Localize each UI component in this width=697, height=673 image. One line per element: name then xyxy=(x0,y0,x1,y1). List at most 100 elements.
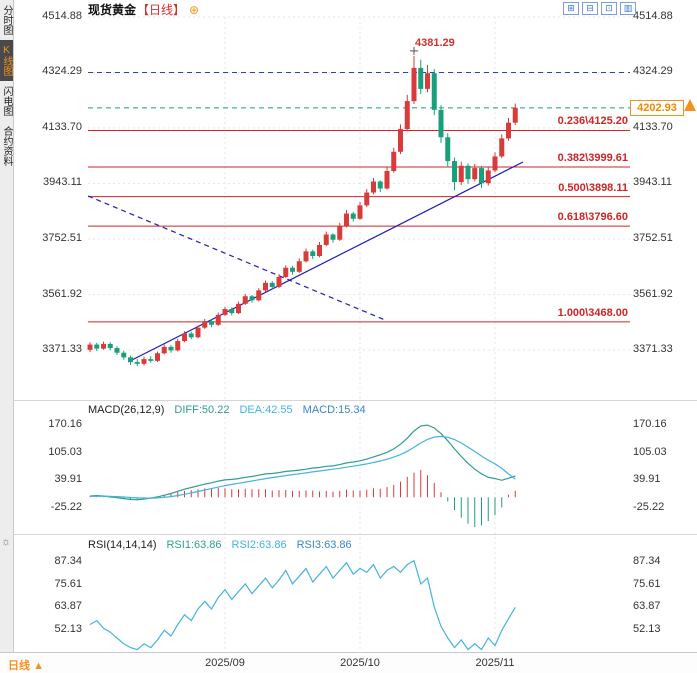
candle xyxy=(209,321,214,325)
macd-axis-label-left: 105.03 xyxy=(48,445,82,458)
chart-title: 现货黄金 【日线】 ⊕ xyxy=(88,1,199,18)
macd-header: MACD(26,12,9) DIFF:50.22 DEA:42.55 MACD:… xyxy=(88,404,366,416)
candle xyxy=(479,168,484,184)
macd-macd-value: MACD:15.34 xyxy=(302,404,366,416)
settings-icon[interactable]: ☼ xyxy=(1,536,12,548)
period-selector[interactable]: 日线 ▲ xyxy=(8,657,44,673)
x-axis-month-label: 2025/09 xyxy=(205,657,245,669)
candle xyxy=(512,107,518,123)
candle xyxy=(431,73,437,110)
candle xyxy=(411,67,417,102)
rsi-axis-label-left: 52.13 xyxy=(54,623,82,635)
macd-title: MACD(26,12,9) xyxy=(88,404,165,416)
candle xyxy=(296,261,302,272)
candle xyxy=(445,137,451,162)
candle xyxy=(175,341,181,351)
symbol-name: 现货黄金 xyxy=(88,3,137,17)
price-axis-label-right: 3943.11 xyxy=(633,176,672,189)
macd-axis-label-right: 105.03 xyxy=(633,445,667,458)
rsi-axis-label-right: 87.34 xyxy=(633,555,661,567)
candle xyxy=(310,251,316,257)
sidebar-tab-kline-chart[interactable]: K线图 xyxy=(0,40,13,81)
candle xyxy=(344,213,349,227)
candle xyxy=(148,359,154,361)
fib-level-label: 0.618\3796.60 xyxy=(557,211,628,224)
price-axis-label-right: 4133.70 xyxy=(633,120,673,133)
price-axis-label-left: 4133.70 xyxy=(42,120,82,133)
x-axis-month-label: 2025/11 xyxy=(475,657,515,669)
candle xyxy=(94,344,100,349)
rsi1-value: RSI1:63.86 xyxy=(166,539,222,551)
candle xyxy=(485,170,491,184)
candle xyxy=(249,296,255,301)
candle xyxy=(229,309,235,314)
rsi3-value: RSI3:63.86 xyxy=(296,539,352,551)
jump-to-latest-arrow[interactable] xyxy=(684,99,696,111)
fib-level-label: 1.000\3468.00 xyxy=(557,306,628,319)
sidebar-tab-flash-chart[interactable]: 闪电图 xyxy=(1,86,12,116)
rsi-axis-label-left: 87.34 xyxy=(54,555,82,567)
candle xyxy=(377,181,383,189)
layout-split-icon[interactable]: ⊟ xyxy=(582,2,598,15)
candle xyxy=(161,346,167,354)
candle xyxy=(269,282,275,287)
price-axis-label-right: 3371.33 xyxy=(633,343,673,355)
rsi-header: RSI(14,14,14) RSI1:63.86 RSI2:63.86 RSI3… xyxy=(88,539,352,551)
layout-toolbar: ⊞ ⊟ ⊡ ▥ xyxy=(563,2,636,15)
candle xyxy=(303,251,309,262)
rsi-title: RSI(14,14,14) xyxy=(88,539,157,551)
candle xyxy=(438,109,444,138)
candle xyxy=(114,348,120,353)
candle xyxy=(350,213,356,219)
candle xyxy=(134,362,140,364)
rsi-axis-label-right: 75.61 xyxy=(633,577,661,590)
price-axis-label-right: 3752.51 xyxy=(633,232,673,244)
candle xyxy=(215,314,221,325)
candle xyxy=(87,344,93,350)
sidebar-tab-time-chart[interactable]: 分时图 xyxy=(1,5,12,35)
layout-columns-icon[interactable]: ▥ xyxy=(620,2,636,15)
x-axis-month-label: 2025/10 xyxy=(340,657,380,669)
macd-axis-label-right: 39.91 xyxy=(633,473,661,486)
candle xyxy=(465,165,471,180)
price-axis-label-right: 4514.88 xyxy=(633,10,673,22)
layout-grid-icon[interactable]: ⊞ xyxy=(563,2,579,15)
candle xyxy=(323,234,329,245)
macd-diff-value: DIFF:50.22 xyxy=(174,404,230,416)
macd-axis-label-left: 170.16 xyxy=(48,418,82,430)
layout-single-icon[interactable]: ⊡ xyxy=(601,2,617,15)
candle xyxy=(141,359,147,364)
candle xyxy=(182,333,187,342)
price-axis-label-left: 3371.33 xyxy=(42,343,82,355)
fib-level-label: 0.500\3898.11 xyxy=(558,181,628,194)
candle xyxy=(121,352,127,358)
candle xyxy=(425,73,430,89)
rsi2-value: RSI2:63.86 xyxy=(231,539,287,551)
price-axis-label-left: 4324.29 xyxy=(42,65,82,78)
candle xyxy=(384,171,390,189)
price-axis-label-right: 3561.92 xyxy=(633,287,673,300)
macd-axis-label-left: 39.91 xyxy=(54,473,82,486)
macd-dea-value: DEA:42.55 xyxy=(239,404,293,416)
rsi-axis-label-left: 75.61 xyxy=(54,577,82,590)
macd-axis-label-right: -25.22 xyxy=(633,501,665,513)
rsi-axis-label-right: 63.87 xyxy=(633,600,661,613)
period-name: 【日线】 xyxy=(137,3,186,17)
caret-up-icon: ▲ xyxy=(33,660,44,672)
candle xyxy=(492,156,498,171)
candle xyxy=(168,346,174,351)
candle xyxy=(188,333,194,338)
candle xyxy=(236,303,241,314)
candle xyxy=(283,267,289,278)
price-axis-label-left: 3561.92 xyxy=(42,287,82,300)
candle xyxy=(256,290,262,301)
period-selector-label: 日线 xyxy=(8,660,30,672)
sidebar-tab-contract-info[interactable]: 合约资料 xyxy=(1,126,12,166)
candle xyxy=(506,122,511,139)
add-overlay-icon[interactable]: ⊕ xyxy=(189,2,200,17)
candle xyxy=(107,343,113,349)
candle xyxy=(357,205,363,219)
candle xyxy=(404,101,410,130)
